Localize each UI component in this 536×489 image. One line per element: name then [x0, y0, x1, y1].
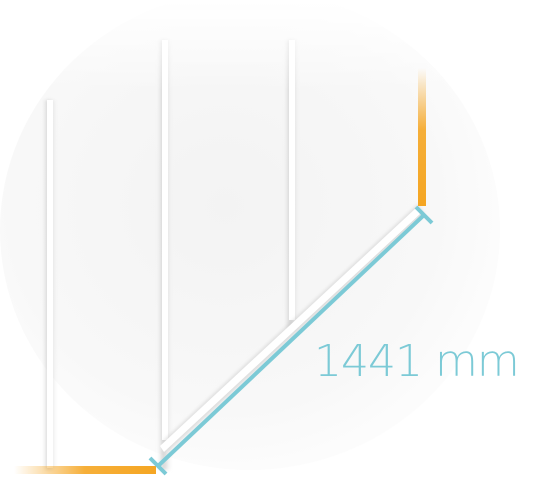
dimension-tick-start	[148, 456, 168, 476]
diagonal-panel-face	[160, 208, 420, 452]
post-face-1	[47, 100, 53, 468]
measurement-line-icon	[148, 205, 434, 476]
top-fade	[0, 0, 536, 260]
bottom-edge-highlight	[14, 466, 156, 474]
right-edge-highlight	[418, 68, 426, 206]
dimension-line	[156, 213, 426, 468]
dimension-tick-end	[414, 205, 434, 225]
dimension-label: 1441 mm	[314, 336, 520, 387]
